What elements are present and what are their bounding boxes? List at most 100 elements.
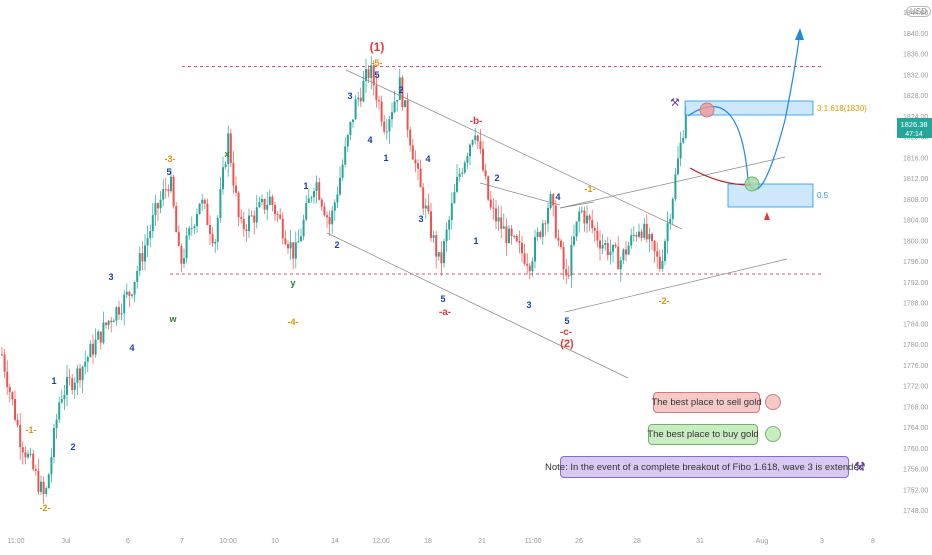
candle-body [206, 203, 209, 225]
candle-body [417, 163, 419, 169]
candle-body [596, 230, 599, 241]
candle-body [466, 156, 469, 163]
candle-body [170, 176, 172, 192]
wave-label: 5 [564, 316, 569, 326]
candle-body [539, 231, 542, 238]
candle-body [440, 252, 443, 264]
candle-body [536, 231, 539, 238]
candle-body [505, 226, 508, 244]
candle-body [638, 231, 640, 237]
candle-body [16, 419, 19, 426]
y-tick-label: 1844.00 [903, 10, 928, 17]
candle-body [651, 234, 653, 241]
candle-body [125, 291, 128, 295]
candle-body [73, 382, 76, 390]
candle-body [599, 240, 601, 249]
candle-body [141, 253, 144, 262]
y-tick-label: 1800.00 [903, 238, 928, 245]
candle-body [24, 452, 27, 458]
y-tick-label: 1760.00 [903, 446, 928, 453]
candle-body [365, 69, 367, 81]
x-tick-label: Jul [62, 538, 71, 545]
candle-body [349, 121, 352, 136]
y-tick-label: 1792.00 [903, 280, 928, 287]
x-tick-label: 18 [424, 538, 432, 545]
candle-body [63, 394, 66, 400]
currency-badge: USD [906, 6, 931, 17]
candle-body [86, 357, 89, 362]
candle-body [656, 251, 659, 257]
sell-target-circle-icon [699, 102, 715, 118]
candle-body [562, 247, 565, 270]
candle-body [388, 119, 391, 132]
y-tick-label: 1788.00 [903, 301, 928, 308]
candle-body [606, 243, 609, 256]
wave-label: -3- [165, 154, 176, 164]
candle-body [281, 218, 284, 239]
candle-body [209, 224, 211, 235]
candle-body [201, 199, 204, 204]
candle-body [383, 121, 386, 132]
candle-body [482, 148, 484, 171]
candle-body [261, 198, 263, 203]
price-badge-value: 1826.38 [900, 120, 927, 129]
candle-body [240, 217, 243, 220]
wave-label: 3 [526, 300, 531, 310]
candle-body [279, 214, 282, 219]
candle-body [136, 270, 139, 282]
wave-label: 3 [108, 272, 113, 282]
candle-body [237, 192, 240, 218]
candle-body [53, 427, 55, 458]
price-badge [897, 118, 932, 138]
projection-a-label: A [797, 31, 803, 40]
candle-body [409, 129, 412, 146]
candle-body [492, 207, 495, 209]
x-tick-label: 10 [271, 538, 279, 545]
wave-label: 2 [494, 173, 499, 183]
candle-body [593, 228, 596, 231]
candle-body [612, 244, 614, 252]
candle-body [645, 223, 648, 240]
x-tick-label: 31 [696, 538, 704, 545]
candle-body [289, 242, 292, 249]
candle-body [211, 234, 214, 244]
candle-body [253, 215, 256, 223]
candle-body [60, 399, 63, 403]
candle-body [450, 203, 453, 220]
candle-body [81, 366, 84, 381]
candle-body [248, 215, 250, 232]
candle-body [146, 238, 149, 246]
candle-body [84, 361, 87, 367]
candle-body [513, 235, 516, 237]
candle-body [495, 208, 497, 222]
candle-body [235, 185, 237, 193]
candle-body [586, 215, 588, 224]
candle-body [250, 215, 253, 217]
candle-body [583, 210, 586, 224]
candle-body [458, 173, 461, 177]
candle-body [55, 419, 58, 428]
candle-body [79, 368, 81, 381]
candle-body [94, 339, 97, 355]
candle-body [661, 260, 664, 269]
candle-body [6, 371, 9, 388]
candle-body [414, 159, 417, 164]
candle-body [219, 189, 222, 219]
candle-body [294, 242, 297, 259]
candle-body [625, 249, 627, 255]
candle-body [19, 425, 22, 448]
candle-body [190, 228, 193, 230]
candle-body [328, 217, 331, 225]
candle-body [370, 65, 373, 79]
extended-wave-note: Note: In the event of a complete breakou… [545, 456, 864, 478]
candle-body [554, 205, 557, 238]
candle-body [456, 176, 458, 192]
candle-body [674, 174, 677, 199]
candle-body [172, 176, 175, 207]
candle-body [573, 236, 575, 245]
candle-body [591, 220, 594, 229]
candle-body [424, 205, 427, 209]
candle-body [34, 469, 37, 472]
trend-line [345, 69, 683, 230]
